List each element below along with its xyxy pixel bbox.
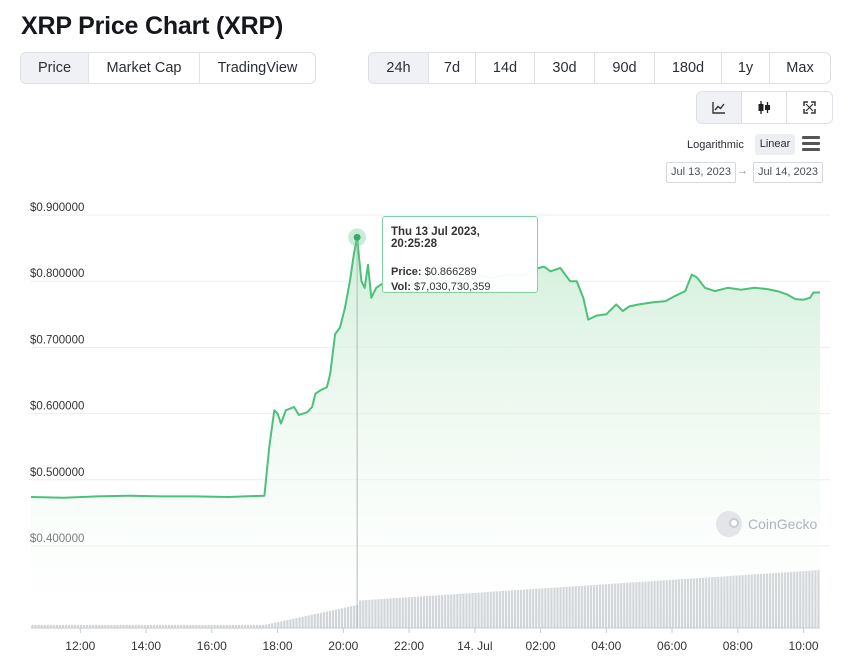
arrow-right-icon: → bbox=[737, 165, 748, 177]
range-180d-button[interactable]: 180d bbox=[655, 53, 722, 83]
candlestick-icon bbox=[758, 101, 770, 114]
view-tabs: Price Market Cap TradingView bbox=[20, 52, 316, 84]
x-tick-label: 02:00 bbox=[526, 639, 556, 653]
chart-type-tabs bbox=[696, 91, 833, 124]
linear-option[interactable]: Linear bbox=[755, 134, 795, 155]
x-tick-label: 14:00 bbox=[131, 639, 161, 653]
range-1y-button[interactable]: 1y bbox=[722, 53, 770, 83]
y-tick-label: $0.500000 bbox=[30, 467, 84, 479]
x-tick-label: 14. Jul bbox=[457, 639, 492, 653]
candlestick-button[interactable] bbox=[742, 92, 787, 123]
line-chart-button[interactable] bbox=[697, 92, 742, 123]
price-chart[interactable]: $0.400000$0.500000$0.600000$0.700000$0.8… bbox=[0, 190, 850, 672]
coingecko-watermark: CoinGecko bbox=[716, 510, 826, 538]
x-tick-label: 04:00 bbox=[591, 639, 621, 653]
line-chart-icon bbox=[712, 102, 725, 114]
range-30d-button[interactable]: 30d bbox=[535, 53, 595, 83]
date-to-input[interactable]: Jul 14, 2023 bbox=[753, 162, 823, 183]
x-tick-label: 18:00 bbox=[263, 639, 293, 653]
hover-marker bbox=[353, 233, 361, 241]
tooltip-vol-value: $7,030,730,359 bbox=[414, 281, 491, 293]
tooltip-price-label: Price: bbox=[391, 266, 422, 278]
tab-price[interactable]: Price bbox=[21, 53, 89, 83]
price-area bbox=[31, 237, 820, 628]
tooltip-price-value: $0.866289 bbox=[424, 266, 477, 278]
range-14d-button[interactable]: 14d bbox=[476, 53, 535, 83]
tab-tradingview[interactable]: TradingView bbox=[217, 60, 298, 76]
time-range-tabs: 24h 7d 14d 30d 90d 180d 1y Max bbox=[368, 52, 831, 84]
tooltip-vol-label: Vol: bbox=[391, 281, 411, 293]
y-axis: $0.400000$0.500000$0.600000$0.700000$0.8… bbox=[30, 202, 84, 545]
fullscreen-icon bbox=[803, 101, 816, 114]
x-axis: 12:00 14:00 16:00 18:00 20:00 22:00 14. Jul 02:… bbox=[65, 628, 819, 653]
x-tick-label: 16:00 bbox=[197, 639, 227, 653]
range-90d-button[interactable]: 90d bbox=[595, 53, 655, 83]
watermark-text: CoinGecko bbox=[748, 516, 818, 532]
y-tick-label: $0.700000 bbox=[30, 334, 84, 346]
page-title: XRP Price Chart (XRP) bbox=[21, 12, 284, 40]
x-tick-label: 12:00 bbox=[65, 639, 95, 653]
range-max-button[interactable]: Max bbox=[786, 60, 814, 76]
fullscreen-button[interactable] bbox=[787, 92, 832, 123]
x-tick-label: 22:00 bbox=[394, 639, 424, 653]
tooltip-date: Thu 13 Jul 2023, 20:25:28 bbox=[391, 226, 480, 250]
coingecko-logo-icon bbox=[716, 511, 742, 537]
x-tick-label: 06:00 bbox=[657, 639, 687, 653]
range-24h-button[interactable]: 24h bbox=[369, 53, 429, 83]
tab-market-cap[interactable]: Market Cap bbox=[89, 53, 200, 83]
logarithmic-option[interactable]: Logarithmic bbox=[687, 139, 744, 151]
price-tooltip: Thu 13 Jul 2023, 20:25:28 Price: $0.8662… bbox=[382, 216, 538, 293]
x-tick-label: 20:00 bbox=[328, 639, 358, 653]
x-tick-label: 08:00 bbox=[723, 639, 753, 653]
range-7d-button[interactable]: 7d bbox=[429, 53, 476, 83]
date-from-input[interactable]: Jul 13, 2023 bbox=[666, 162, 736, 183]
y-tick-label: $0.900000 bbox=[30, 202, 84, 214]
x-tick-label: 10:00 bbox=[789, 639, 819, 653]
y-tick-label: $0.600000 bbox=[30, 401, 84, 413]
hamburger-menu-icon[interactable] bbox=[802, 136, 820, 152]
scale-toggle: Logarithmic Linear bbox=[680, 134, 822, 156]
y-tick-label: $0.800000 bbox=[30, 268, 84, 280]
